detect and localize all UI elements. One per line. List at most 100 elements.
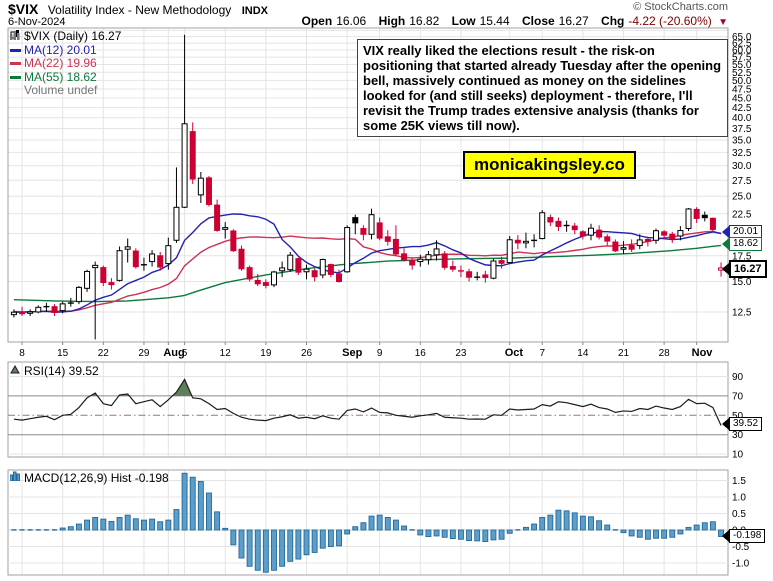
ma22-swatch-icon <box>10 62 21 66</box>
svg-text:0.5: 0.5 <box>732 509 746 520</box>
chart-title: $VIX Volatility Index - New Methodology … <box>8 1 268 19</box>
svg-text:27.5: 27.5 <box>732 176 752 187</box>
macd-callout: -0.198 <box>722 528 766 543</box>
svg-text:-1.0: -1.0 <box>732 559 750 570</box>
svg-text:Oct: Oct <box>505 347 524 359</box>
ma12-swatch-icon <box>10 48 21 52</box>
svg-text:35.0: 35.0 <box>732 136 752 147</box>
callout-arrow-icon <box>722 262 729 275</box>
svg-text:22.5: 22.5 <box>732 209 752 220</box>
svg-text:5: 5 <box>182 348 188 359</box>
svg-text:42.5: 42.5 <box>732 103 752 114</box>
rsi-callout-value: 39.52 <box>729 417 763 432</box>
low-label: Low <box>451 14 476 28</box>
svg-text:45.0: 45.0 <box>732 94 752 105</box>
quote-strip: Open 16.06 High 16.82 Low 15.44 Close 16.27 … <box>302 14 728 28</box>
svg-text:16: 16 <box>415 348 427 359</box>
rsi-line-icon <box>10 364 21 376</box>
callout-arrow-icon <box>722 418 729 431</box>
legend-main-label: $VIX (Daily) 16.27 <box>24 29 122 43</box>
svg-text:65.0: 65.0 <box>732 32 752 43</box>
high-value: 16.82 <box>409 14 440 28</box>
last-callout-value: 16.27 <box>729 259 767 278</box>
svg-text:9: 9 <box>377 348 383 359</box>
open-label: Open <box>301 14 333 28</box>
svg-text:22: 22 <box>98 348 110 359</box>
svg-text:19: 19 <box>260 348 272 359</box>
annotation-text: VIX really liked the elections result - … <box>363 43 722 133</box>
svg-text:26: 26 <box>301 348 313 359</box>
last-price-callout: 16.27 <box>722 259 767 278</box>
legend-ma55-label: MA(55) 18.62 <box>24 69 97 84</box>
svg-text:1.5: 1.5 <box>732 476 746 487</box>
svg-text:15.0: 15.0 <box>732 277 752 288</box>
legend-main: $VIX (Daily) 16.27 <box>10 29 122 44</box>
macd-label-text: MACD(12,26,9) Hist -0.198 <box>24 471 169 485</box>
svg-text:12.5: 12.5 <box>732 307 752 318</box>
rsi-label-text: RSI(14) 39.52 <box>24 364 99 378</box>
svg-text:55.0: 55.0 <box>732 60 752 71</box>
svg-text:28: 28 <box>659 348 671 359</box>
svg-text:32.5: 32.5 <box>732 148 752 159</box>
legend-ma55: MA(55) 18.62 <box>10 69 121 85</box>
legend-ma22-label: MA(22) 19.96 <box>24 56 97 70</box>
copyright: © StockCharts.com <box>633 1 728 13</box>
watermark-label: monicakingsley.co <box>463 151 636 179</box>
close-label: Close <box>521 14 555 28</box>
legend-ma12: MA(12) 20.01 <box>10 43 121 58</box>
svg-text:29: 29 <box>138 348 150 359</box>
svg-text:7: 7 <box>539 348 545 359</box>
rsi-callout: 39.52 <box>722 417 763 432</box>
chg-value: -4.22 (-20.60%) <box>628 14 712 28</box>
chart-date: 6-Nov-2024 <box>8 16 66 28</box>
svg-text:47.5: 47.5 <box>732 85 752 96</box>
svg-text:Sep: Sep <box>342 347 362 359</box>
svg-text:90: 90 <box>732 372 744 383</box>
svg-text:23: 23 <box>455 348 467 359</box>
high-label: High <box>378 14 406 28</box>
svg-text:60.0: 60.0 <box>732 45 752 56</box>
volume-bars-icon <box>10 31 21 96</box>
ma55-swatch-icon <box>10 75 21 79</box>
annotation-box: VIX really liked the elections result - … <box>357 39 728 137</box>
svg-text:12: 12 <box>220 348 232 359</box>
svg-text:14: 14 <box>577 348 589 359</box>
svg-text:62.5: 62.5 <box>732 39 752 50</box>
macd-bars-icon <box>10 471 21 483</box>
svg-text:Aug: Aug <box>163 347 184 359</box>
svg-text:8: 8 <box>19 348 25 359</box>
macd-panel-label: MACD(12,26,9) Hist -0.198 <box>10 471 169 485</box>
svg-text:37.5: 37.5 <box>732 124 752 135</box>
legend-volume-label: Volume undef <box>24 83 98 97</box>
svg-text:1.0: 1.0 <box>732 493 746 504</box>
svg-text:Nov: Nov <box>692 347 714 359</box>
callout-arrow-icon <box>722 529 729 542</box>
open-value: 16.06 <box>336 14 367 28</box>
symbol: $VIX <box>8 1 39 17</box>
svg-text:15: 15 <box>57 348 69 359</box>
macd-callout-value: -0.198 <box>729 528 766 543</box>
ma55-price-callout: 18.62 <box>722 237 763 252</box>
svg-text:50: 50 <box>732 411 744 422</box>
callout-arrow-icon <box>722 238 729 251</box>
close-value: 16.27 <box>558 14 589 28</box>
legend-volume: Volume undef <box>10 31 121 98</box>
svg-text:30: 30 <box>732 430 744 441</box>
svg-text:52.5: 52.5 <box>732 68 752 79</box>
svg-text:57.5: 57.5 <box>732 53 752 64</box>
down-triangle-icon: ▼ <box>718 17 728 28</box>
exchange: INDX <box>241 5 268 17</box>
chg-label: Chg <box>601 14 625 28</box>
svg-text:21: 21 <box>618 348 630 359</box>
rsi-panel-label: RSI(14) 39.52 <box>10 364 99 378</box>
svg-text:30.0: 30.0 <box>732 161 752 172</box>
callout-arrow-icon <box>722 226 729 239</box>
symbol-name: Volatility Index - New Methodology <box>47 3 232 17</box>
ma55-callout-value: 18.62 <box>729 237 763 252</box>
svg-text:25.0: 25.0 <box>732 192 752 203</box>
legend-ma22: MA(22) 19.96 <box>10 56 121 71</box>
svg-text:40.0: 40.0 <box>732 113 752 124</box>
price-legend: $VIX (Daily) 16.27 MA(12) 20.01 MA(22) 1… <box>10 29 122 98</box>
